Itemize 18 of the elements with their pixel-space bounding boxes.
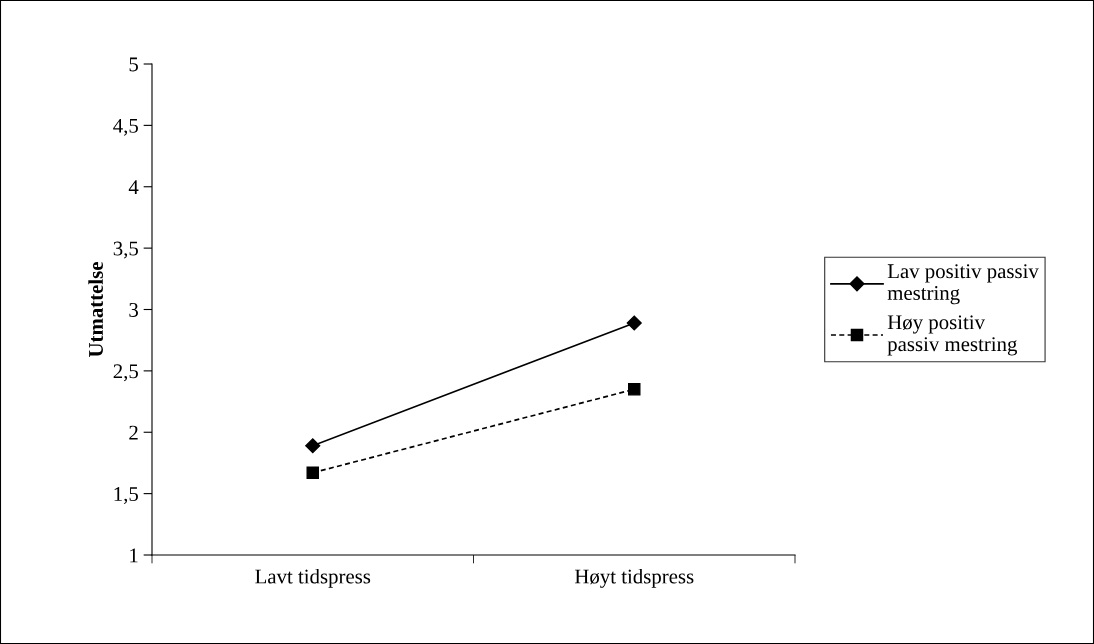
x-tick-label: Lavt tidspress	[255, 568, 371, 588]
point	[627, 383, 641, 396]
y-axis-title: Utmattelse	[88, 262, 103, 357]
y-tick-label: 1	[130, 548, 138, 563]
y-tick-label: 5	[129, 57, 138, 72]
point	[626, 315, 642, 331]
y-tick-label: 3	[129, 302, 138, 317]
x-tick-label: Høyt tidspress	[574, 568, 694, 588]
legend-label: Lav positiv passiv mestring	[887, 264, 1039, 305]
point	[305, 438, 321, 454]
point	[306, 466, 320, 480]
y-tick-label: 1,5	[114, 487, 138, 505]
y-tick-label: 4	[128, 180, 139, 194]
legend-label: Høy positiv passiv mestring	[887, 315, 1018, 356]
y-tick-label: 2	[129, 425, 138, 440]
y-tick-label: 2,5	[113, 364, 138, 382]
y-tick-label: 4,5	[113, 118, 138, 136]
y-tick-label: 3,5	[113, 241, 138, 259]
